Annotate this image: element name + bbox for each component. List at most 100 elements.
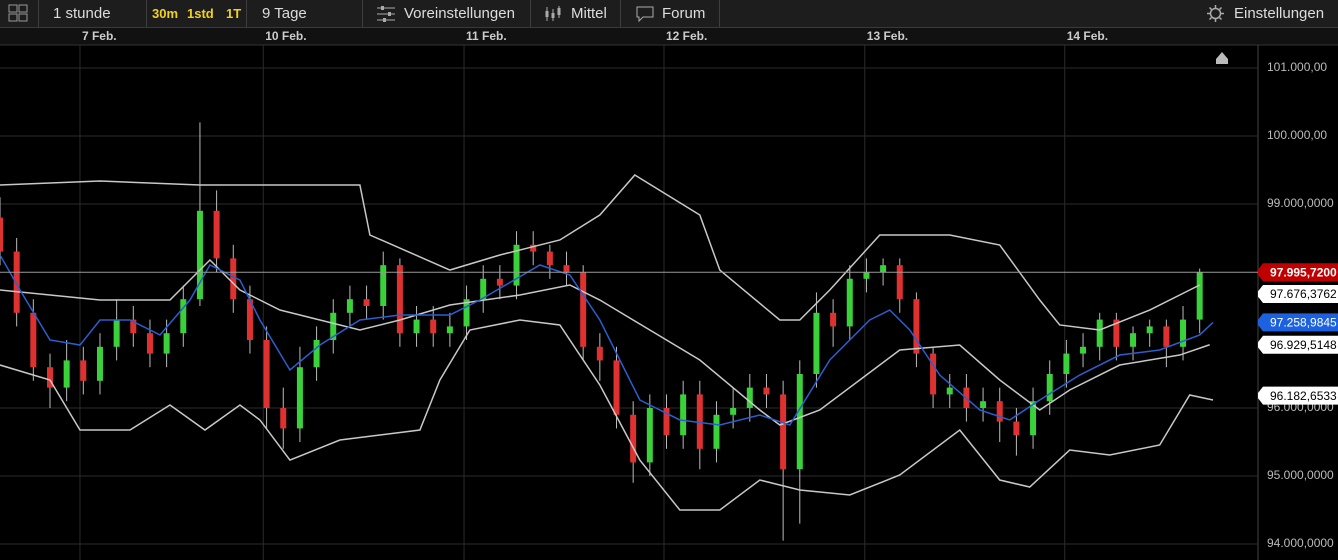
range[interactable]: 1 stunde — [53, 5, 111, 22]
candle-body — [13, 251, 20, 313]
x-tick-label: 14 Feb. — [1067, 29, 1108, 43]
candle-body — [330, 312, 337, 341]
candle-body — [830, 312, 837, 327]
candle-body — [696, 394, 703, 449]
y-tick-label: 99.000,0000 — [1267, 196, 1334, 210]
candle-body — [96, 346, 103, 381]
plot-area — [0, 45, 1258, 560]
candle-body — [280, 408, 287, 429]
candle-body — [630, 414, 637, 463]
candle-body — [396, 265, 403, 334]
candle-body — [413, 319, 420, 334]
candle-body — [996, 401, 1003, 422]
date-header — [0, 28, 1338, 45]
layout-icon[interactable] — [8, 4, 28, 23]
candle-body — [63, 360, 70, 388]
candle-body — [1080, 346, 1087, 354]
indicator-icon — [545, 6, 561, 21]
indicator-line — [0, 258, 1210, 426]
candle-body — [480, 278, 487, 300]
candle-body — [896, 265, 903, 300]
price-marker — [1258, 285, 1338, 304]
candle-body — [646, 408, 653, 463]
chart: 7 Feb. 10 Feb. 11 Feb. 12 Feb. 13 Feb. 14 Feb… — [0, 28, 1338, 560]
candle-body — [1163, 326, 1170, 347]
candle-body — [463, 299, 470, 327]
forum-icon — [636, 6, 654, 23]
candle-body — [813, 312, 820, 375]
toolbar: 1 stunde 30m 1std 1T 9 Tage Voreinstellu… — [0, 0, 1338, 28]
candle-body — [546, 251, 553, 266]
candle-body — [180, 299, 187, 334]
candle-body — [880, 265, 887, 272]
candle-body — [980, 401, 987, 409]
candle-body — [313, 340, 320, 368]
marker-group: 97.995,7200 97.676,3762 97.258,9845 96.929,… — [1258, 263, 1338, 405]
price-marker-label: 97.258,9845 — [1270, 316, 1337, 330]
candle-body — [0, 217, 3, 252]
price-marker — [1258, 263, 1338, 282]
candle-body — [263, 340, 270, 409]
candle-body — [113, 319, 120, 347]
candle-body — [1196, 272, 1203, 320]
indicator-line — [0, 319, 1214, 511]
indicator-line — [0, 254, 1214, 426]
candle-body — [430, 319, 437, 334]
settings-icon — [1207, 5, 1224, 22]
candle-body — [580, 271, 587, 347]
candle-body — [146, 333, 153, 354]
candle-body — [1180, 319, 1187, 347]
candle-body — [713, 414, 720, 449]
candle-body — [230, 258, 237, 300]
candle-body — [1046, 374, 1053, 402]
candle-body — [796, 374, 803, 470]
candle-body — [1030, 401, 1037, 436]
period[interactable]: 9 Tage — [262, 5, 307, 22]
settings[interactable]: Einstellungen — [1234, 5, 1325, 22]
price-marker — [1258, 386, 1338, 405]
candle-body — [863, 271, 870, 279]
presets[interactable]: Voreinstellungen — [404, 5, 515, 22]
candle-body — [613, 360, 620, 415]
candle-body — [346, 299, 353, 313]
candle-body — [846, 278, 853, 327]
presets-icon — [377, 6, 395, 22]
indicators[interactable]: Mittel — [571, 5, 607, 22]
candle-body — [730, 408, 737, 415]
candle-body — [163, 333, 170, 354]
price-marker-label: 97.676,3762 — [1270, 287, 1337, 301]
candle-body — [130, 319, 137, 334]
y-tick-label: 95.000,0000 — [1267, 468, 1334, 482]
price-marker-label: 97.995,7200 — [1270, 265, 1337, 279]
interval[interactable]: 1std — [187, 6, 214, 21]
candle-body — [296, 367, 303, 429]
candle-body — [930, 353, 937, 395]
candle-body — [780, 394, 787, 470]
candle-body — [496, 278, 503, 286]
interval[interactable]: 30m — [152, 6, 179, 21]
price-marker — [1258, 335, 1338, 354]
candle-body — [513, 244, 520, 286]
candle-body — [663, 408, 670, 436]
x-tick-label: 13 Feb. — [867, 29, 908, 43]
candle-body — [946, 387, 953, 395]
forum[interactable]: Forum — [662, 5, 706, 22]
candle-body — [1146, 326, 1153, 334]
interval[interactable]: 1T — [226, 6, 242, 21]
y-tick-label: 100.000,00 — [1267, 128, 1327, 142]
candle-body — [196, 210, 203, 300]
scroll-icon[interactable] — [1216, 52, 1228, 64]
y-tick-label: 94.000,0000 — [1267, 536, 1334, 550]
x-tick-label: 11 Feb. — [466, 29, 507, 43]
candle-body — [596, 346, 603, 361]
candle-body — [213, 210, 220, 259]
x-tick-label: 12 Feb. — [666, 29, 707, 43]
y-tick-label: 101.000,00 — [1267, 60, 1327, 74]
candle-body — [746, 387, 753, 409]
x-tick-label: 7 Feb. — [82, 29, 117, 43]
candle-body — [1063, 353, 1070, 375]
candle-body — [1130, 333, 1137, 347]
price-marker — [1258, 313, 1338, 332]
candle-body — [1113, 319, 1120, 347]
